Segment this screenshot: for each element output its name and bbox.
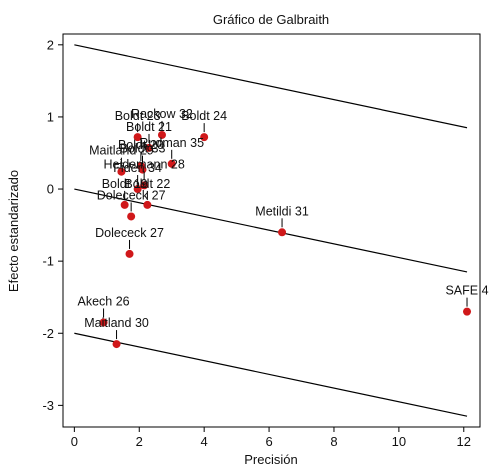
- y-axis-title: Efecto estandarizado: [6, 170, 21, 292]
- point-label: Boldt 33: [120, 142, 166, 156]
- data-point: [133, 185, 142, 194]
- point-label: Fiden 34: [113, 161, 162, 175]
- data-point: [99, 318, 108, 327]
- point-label: Heidemann 28: [103, 157, 184, 171]
- data-point: [144, 143, 153, 152]
- point-label: Dolececk 27: [95, 226, 164, 240]
- y-tick-label: 2: [47, 37, 54, 52]
- y-tick-label: 1: [47, 109, 54, 124]
- x-tick-label: 12: [457, 434, 471, 449]
- point-label: Boldt 19: [102, 177, 148, 191]
- point-label: Maitland 30: [84, 316, 149, 330]
- point-label: Boldt 24: [181, 109, 227, 123]
- data-point: [133, 133, 142, 142]
- y-tick-label: -3: [42, 398, 54, 413]
- x-tick-label: 6: [265, 434, 272, 449]
- point-label: Rackow 32: [131, 107, 193, 121]
- upper-limit-line: [74, 44, 468, 129]
- point-label: Metildi 31: [255, 204, 309, 218]
- data-point: [112, 340, 121, 349]
- x-tick-label: 10: [392, 434, 406, 449]
- data-point: [117, 167, 126, 176]
- y-tick-label: 0: [47, 182, 54, 197]
- data-point: [120, 200, 129, 209]
- point-label: Akech 26: [78, 294, 130, 308]
- x-tick-label: 0: [71, 434, 78, 449]
- data-point: [278, 228, 287, 237]
- plot-frame: [62, 33, 481, 428]
- data-point: [125, 249, 134, 258]
- data-point: [157, 130, 166, 139]
- chart-title: Gráfico de Galbraith: [213, 12, 329, 27]
- point-label: Boldt 23: [115, 109, 161, 123]
- x-tick-label: 4: [201, 434, 208, 449]
- point-label: Dolececk 27: [97, 188, 166, 202]
- x-tick-label: 2: [136, 434, 143, 449]
- data-point: [200, 133, 209, 142]
- point-label: Boldt 21: [126, 120, 172, 134]
- data-point: [140, 181, 149, 190]
- point-label: Boldt 22: [124, 177, 170, 191]
- data-point: [167, 159, 176, 168]
- y-tick-label: -2: [42, 326, 54, 341]
- x-tick-label: 8: [330, 434, 337, 449]
- point-label: Maitland 29: [89, 144, 154, 158]
- data-point: [463, 307, 472, 316]
- regression-line: [74, 188, 468, 273]
- point-label: Rudman 35: [139, 136, 204, 150]
- point-label: Boldt 20: [118, 138, 164, 152]
- data-point: [127, 212, 136, 221]
- y-tick-label: -1: [42, 254, 54, 269]
- lower-limit-line: [74, 332, 468, 417]
- data-point: [143, 200, 152, 209]
- x-axis-title: Precisión: [244, 452, 297, 467]
- point-label: SAFE 4: [445, 284, 488, 298]
